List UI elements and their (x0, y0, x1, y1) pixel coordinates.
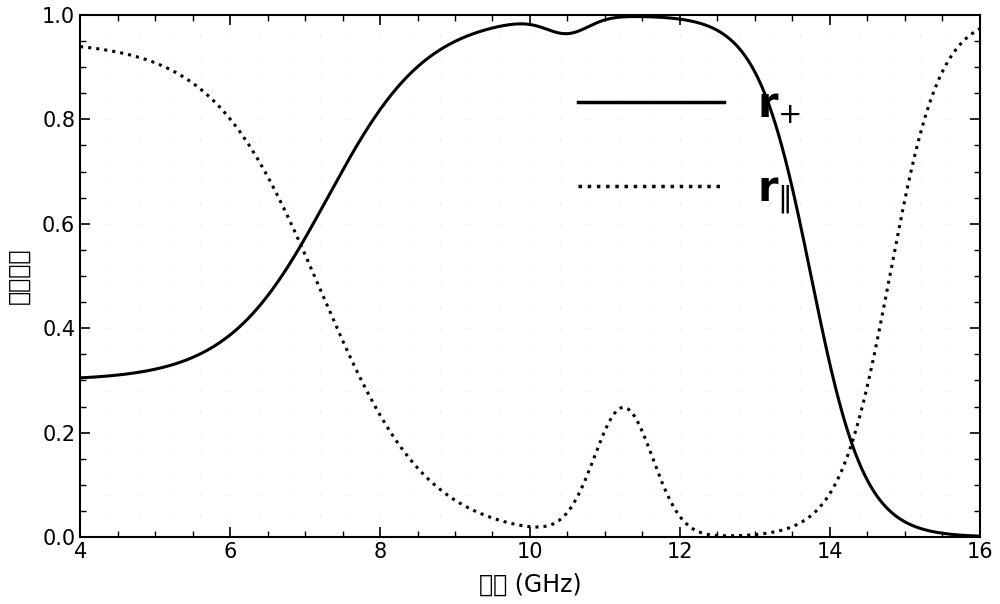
Y-axis label: 反射系数: 反射系数 (7, 248, 31, 304)
Legend: $\mathbf{r}_{+}$, $\mathbf{r}_{\|}$: $\mathbf{r}_{+}$, $\mathbf{r}_{\|}$ (561, 67, 818, 233)
X-axis label: 频率 (GHz): 频率 (GHz) (479, 573, 581, 597)
